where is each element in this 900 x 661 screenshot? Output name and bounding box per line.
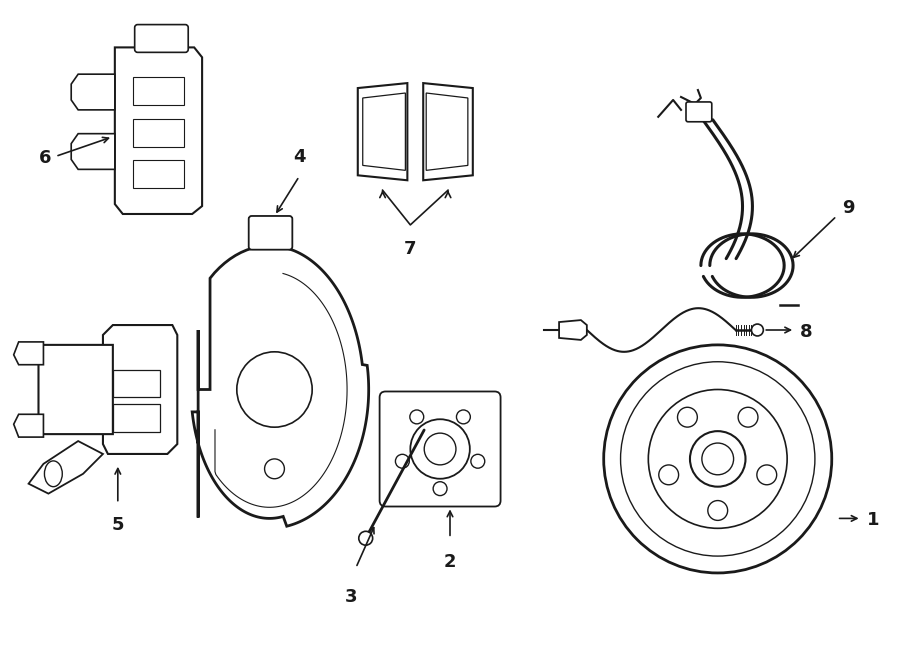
Polygon shape [14, 342, 43, 365]
Text: 5: 5 [112, 516, 124, 535]
Text: 1: 1 [867, 512, 879, 529]
FancyBboxPatch shape [380, 391, 500, 506]
Polygon shape [29, 441, 103, 494]
FancyBboxPatch shape [135, 24, 188, 52]
Text: 8: 8 [800, 323, 813, 341]
Polygon shape [71, 134, 115, 169]
Bar [132, 119, 184, 147]
Polygon shape [423, 83, 473, 180]
Text: 9: 9 [842, 199, 854, 217]
Bar [132, 77, 184, 105]
Bar [132, 161, 184, 188]
Text: 2: 2 [444, 553, 456, 571]
Polygon shape [363, 93, 405, 171]
Polygon shape [193, 246, 369, 526]
Polygon shape [39, 345, 112, 434]
Polygon shape [559, 320, 587, 340]
Polygon shape [14, 414, 43, 437]
Text: 3: 3 [345, 588, 357, 606]
Text: 7: 7 [404, 240, 417, 258]
Circle shape [752, 324, 763, 336]
Polygon shape [427, 93, 468, 171]
Polygon shape [71, 74, 115, 110]
Polygon shape [115, 48, 202, 214]
FancyBboxPatch shape [248, 216, 292, 250]
Ellipse shape [44, 461, 62, 486]
FancyBboxPatch shape [686, 102, 712, 122]
Text: 4: 4 [293, 148, 305, 167]
Bar [112, 369, 160, 397]
Text: 6: 6 [39, 149, 51, 167]
Polygon shape [103, 325, 177, 454]
Bar [112, 405, 160, 432]
Circle shape [359, 531, 373, 545]
Polygon shape [358, 83, 408, 180]
